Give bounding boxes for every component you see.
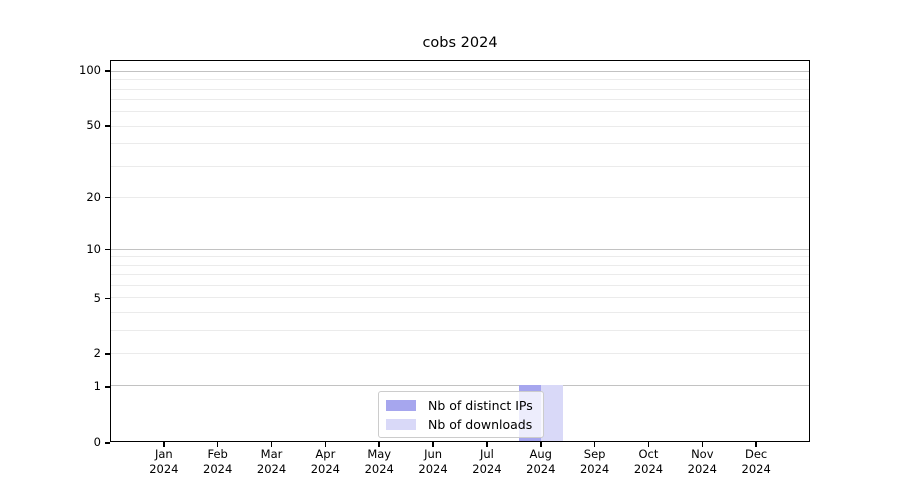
y-gridline-8 (111, 264, 809, 266)
y-tick-label-2: 2 (93, 346, 101, 361)
legend-label-distinct-ips: Nb of distinct IPs (428, 397, 533, 413)
y-gridline-30 (111, 165, 809, 167)
distinct-ips-swatch-icon (386, 399, 416, 411)
y-gridline-1 (111, 385, 809, 387)
x-tick-label-apr: Apr 2024 (310, 447, 341, 476)
y-gridline-5 (111, 297, 809, 299)
y-gridline-4 (111, 311, 809, 313)
y-tick-label-10: 10 (86, 241, 101, 256)
y-gridline-60 (111, 111, 809, 113)
downloads-swatch-icon (386, 418, 416, 430)
plot-area (110, 60, 810, 442)
x-tick-label-mar: Mar 2024 (256, 447, 287, 476)
gridlines-layer (111, 61, 809, 441)
x-tick-label-dec: Dec 2024 (741, 447, 771, 476)
x-tick-mark-mar (270, 442, 273, 447)
x-tick-mark-sep (593, 442, 596, 447)
y-gridline-9 (111, 256, 809, 258)
x-tick-label-nov: Nov 2024 (687, 447, 717, 476)
x-tick-mark-feb (216, 442, 219, 447)
bars-layer (111, 61, 809, 441)
y-tick-mark-50 (105, 125, 110, 127)
y-tick-mark-0 (105, 442, 110, 444)
x-tick-label-jan: Jan 2024 (149, 447, 179, 476)
y-gridline-90 (111, 79, 809, 81)
y-gridline-10 (111, 248, 809, 250)
y-gridline-40 (111, 143, 809, 145)
y-tick-label-0: 0 (93, 435, 101, 449)
y-gridline-2 (111, 352, 809, 354)
x-tick-mark-jul (486, 442, 488, 447)
x-tick-mark-nov (701, 442, 704, 447)
y-tick-mark-10 (105, 248, 110, 251)
y-tick-label-20: 20 (86, 189, 101, 204)
x-tick-label-may: May 2024 (364, 447, 394, 476)
x-tick-label-aug: Aug 2024 (526, 447, 556, 476)
y-gridline-6 (111, 284, 809, 286)
y-gridline-70 (111, 99, 809, 101)
bar-aug-2024-downloads (540, 385, 563, 441)
x-tick-mark-may (378, 442, 380, 447)
legend-entry-distinct-ips: Nb of distinct IPs (386, 397, 535, 413)
y-gridline-100 (111, 70, 809, 72)
x-axis-labels: Jan 2024 Feb 2024 Mar 2024 Apr 2024 May 2024… (110, 447, 810, 481)
x-tick-label-oct: Oct 2024 (633, 447, 664, 476)
y-gridline-50 (111, 125, 809, 127)
legend-entry-downloads: Nb of downloads (386, 416, 535, 432)
y-tick-mark-20 (105, 196, 110, 199)
x-tick-mark-jun (432, 442, 434, 447)
x-tick-label-sep: Sep 2024 (579, 447, 610, 476)
legend: Nb of distinct IPs Nb of downloads (378, 391, 544, 438)
y-tick-mark-2 (105, 353, 110, 355)
y-tick-label-100: 100 (79, 63, 101, 78)
y-tick-mark-5 (105, 297, 110, 300)
x-tick-mark-apr (324, 442, 327, 447)
y-gridline-3 (111, 329, 809, 331)
x-tick-label-jul: Jul 2024 (472, 447, 502, 476)
y-axis-labels: 100 50 20 10 5 2 1 0 (0, 60, 101, 449)
y-tick-label-5: 5 (93, 290, 101, 305)
chart-title: cobs 2024 (422, 35, 498, 51)
x-tick-mark-oct (647, 442, 650, 447)
y-tick-label-1: 1 (93, 379, 101, 394)
x-tick-label-jun: Jun 2024 (418, 447, 448, 476)
y-gridline-7 (111, 274, 809, 276)
x-tick-mark-jan (163, 442, 165, 447)
y-tick-label-50: 50 (86, 118, 101, 133)
y-tick-mark-1 (105, 386, 110, 388)
x-tick-mark-aug (540, 442, 542, 447)
legend-label-downloads: Nb of downloads (428, 416, 533, 432)
y-tick-mark-100 (105, 70, 110, 72)
y-gridline-20 (111, 196, 809, 198)
y-gridline-80 (111, 88, 809, 90)
x-tick-mark-dec (755, 442, 757, 447)
x-tick-label-feb: Feb 2024 (203, 447, 233, 476)
